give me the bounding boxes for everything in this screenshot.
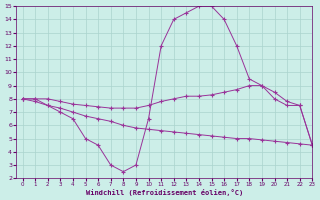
X-axis label: Windchill (Refroidissement éolien,°C): Windchill (Refroidissement éolien,°C) (86, 189, 243, 196)
